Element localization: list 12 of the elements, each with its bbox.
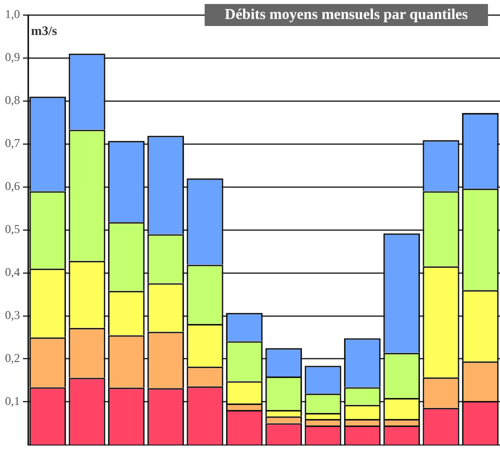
y-tick-label: 0,3	[5, 308, 20, 322]
y-tick-label: 0,1	[5, 394, 20, 408]
y-tick-label: 0,6	[5, 179, 20, 194]
y-tick-label: 0,4	[5, 265, 20, 280]
y-axis-title: m3/s	[31, 22, 57, 38]
y-tick-label: 0,5	[5, 222, 20, 236]
y-tick-label: 0,9	[5, 50, 20, 64]
y-tick-label: 1,0	[5, 7, 20, 22]
y-tick-label: 0,8	[5, 93, 20, 108]
chart-title: Débits moyens mensuels par quantiles	[224, 6, 468, 23]
y-tick-label: 0,7	[5, 136, 20, 150]
y-tick-label: 0,2	[5, 350, 20, 365]
